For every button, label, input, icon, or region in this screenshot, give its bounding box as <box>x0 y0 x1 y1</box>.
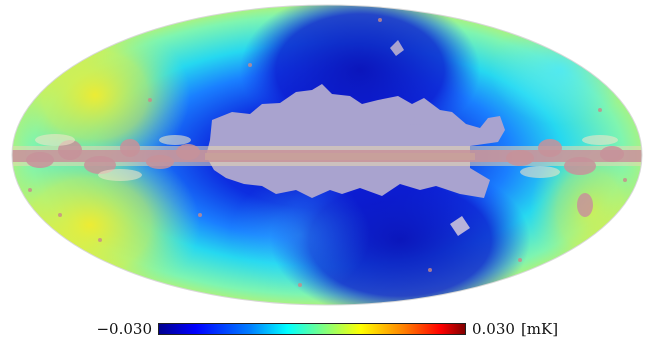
colorbar: −0.030 0.030 [mK] <box>0 318 655 342</box>
colorbar-max-label: 0.030 [mK] <box>472 320 558 338</box>
colorbar-unit: [mK] <box>520 320 559 338</box>
sky-map <box>11 4 643 306</box>
colorbar-max-value: 0.030 <box>472 320 515 338</box>
colorbar-gradient <box>158 323 466 335</box>
colorbar-min-label: −0.030 <box>96 320 152 338</box>
galactic-mask <box>206 84 505 198</box>
map-content <box>12 5 642 305</box>
